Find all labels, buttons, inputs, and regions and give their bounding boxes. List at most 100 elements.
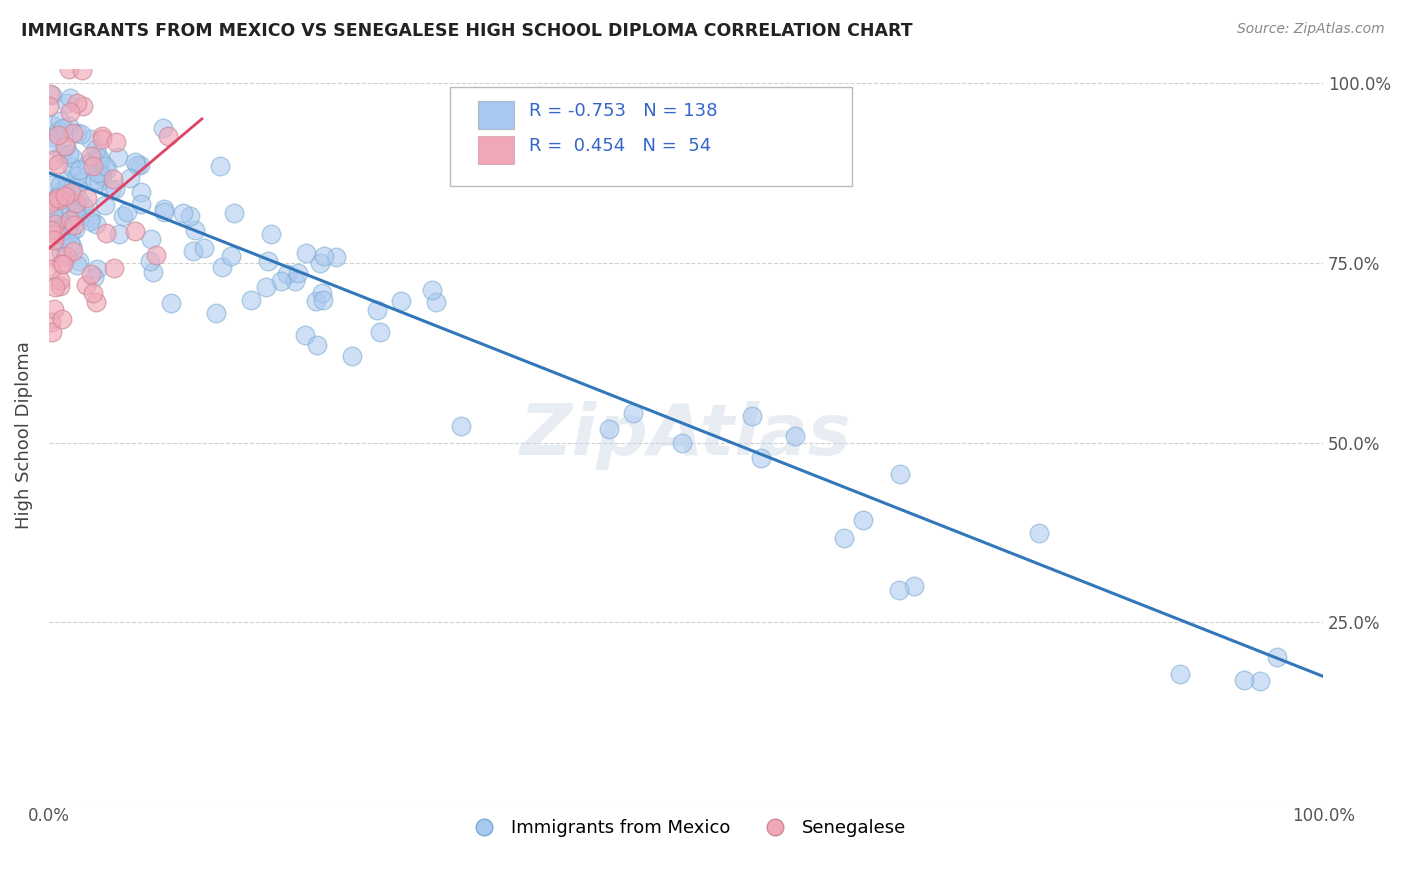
Point	[107, 150, 129, 164]
Point	[58, 62, 80, 76]
Point	[90, 166, 112, 180]
Point	[260, 227, 283, 242]
Point	[1168, 666, 1191, 681]
Point	[59, 213, 82, 227]
Point	[222, 205, 245, 219]
Point	[76, 277, 98, 292]
Point	[671, 435, 693, 450]
Point	[141, 265, 163, 279]
Point	[53, 189, 76, 203]
Point	[276, 267, 298, 281]
Point	[46, 190, 69, 204]
Point	[179, 209, 201, 223]
Point	[44, 217, 66, 231]
Point	[38, 87, 60, 101]
Point	[66, 179, 89, 194]
Point	[82, 159, 104, 173]
Point	[51, 312, 73, 326]
Point	[124, 224, 146, 238]
Point	[49, 278, 72, 293]
Point	[1249, 674, 1271, 689]
Point	[94, 198, 117, 212]
Point	[70, 127, 93, 141]
Point	[80, 268, 103, 282]
Point	[115, 205, 138, 219]
Point	[832, 531, 855, 545]
Point	[62, 126, 84, 140]
Point	[153, 204, 176, 219]
Point	[87, 166, 110, 180]
Point	[83, 270, 105, 285]
Point	[120, 171, 142, 186]
Point	[60, 225, 83, 239]
Point	[41, 326, 63, 340]
Point	[90, 132, 112, 146]
Point	[65, 202, 87, 216]
Point	[128, 158, 150, 172]
Point	[76, 158, 98, 172]
Point	[852, 513, 875, 527]
Point	[41, 129, 63, 144]
Point	[72, 98, 94, 112]
Point	[141, 232, 163, 246]
Point	[49, 178, 72, 193]
Point	[58, 119, 80, 133]
Point	[42, 233, 65, 247]
Point	[44, 280, 66, 294]
Point	[129, 197, 152, 211]
Point	[741, 409, 763, 424]
Point	[49, 184, 72, 198]
Point	[45, 205, 67, 219]
Point	[366, 303, 388, 318]
Point	[159, 296, 181, 310]
Point	[294, 327, 316, 342]
Point	[889, 467, 911, 482]
Point	[51, 146, 73, 161]
Point	[59, 91, 82, 105]
Point	[46, 124, 69, 138]
Point	[76, 191, 98, 205]
Point	[46, 157, 69, 171]
Point	[152, 202, 174, 216]
Point	[42, 301, 65, 316]
Point	[62, 151, 84, 165]
Point	[79, 132, 101, 146]
Point	[103, 182, 125, 196]
Point	[623, 405, 645, 419]
Point	[84, 294, 107, 309]
Point	[60, 180, 83, 194]
Point	[139, 254, 162, 268]
Point	[73, 200, 96, 214]
Point	[256, 253, 278, 268]
Point	[89, 152, 111, 166]
Point	[39, 315, 62, 329]
Point	[58, 146, 80, 161]
Point	[157, 128, 180, 143]
Point	[420, 283, 443, 297]
Point	[124, 154, 146, 169]
Point	[785, 429, 807, 443]
Point	[67, 194, 90, 208]
Text: R =  0.454   N =  54: R = 0.454 N = 54	[529, 137, 711, 155]
Point	[38, 99, 60, 113]
Point	[86, 150, 108, 164]
Point	[425, 295, 447, 310]
Point	[55, 95, 77, 110]
Point	[205, 305, 228, 319]
Point	[86, 262, 108, 277]
Point	[42, 204, 65, 219]
Point	[80, 211, 103, 225]
Point	[305, 338, 328, 352]
Point	[94, 227, 117, 241]
Point	[100, 183, 122, 197]
Point	[270, 274, 292, 288]
Point	[254, 279, 277, 293]
Point	[295, 245, 318, 260]
Point	[66, 169, 89, 183]
Text: IMMIGRANTS FROM MEXICO VS SENEGALESE HIGH SCHOOL DIPLOMA CORRELATION CHART: IMMIGRANTS FROM MEXICO VS SENEGALESE HIG…	[21, 22, 912, 40]
Point	[312, 249, 335, 263]
Point	[41, 194, 63, 208]
Point	[65, 196, 87, 211]
Point	[38, 250, 60, 264]
Point	[52, 121, 75, 136]
